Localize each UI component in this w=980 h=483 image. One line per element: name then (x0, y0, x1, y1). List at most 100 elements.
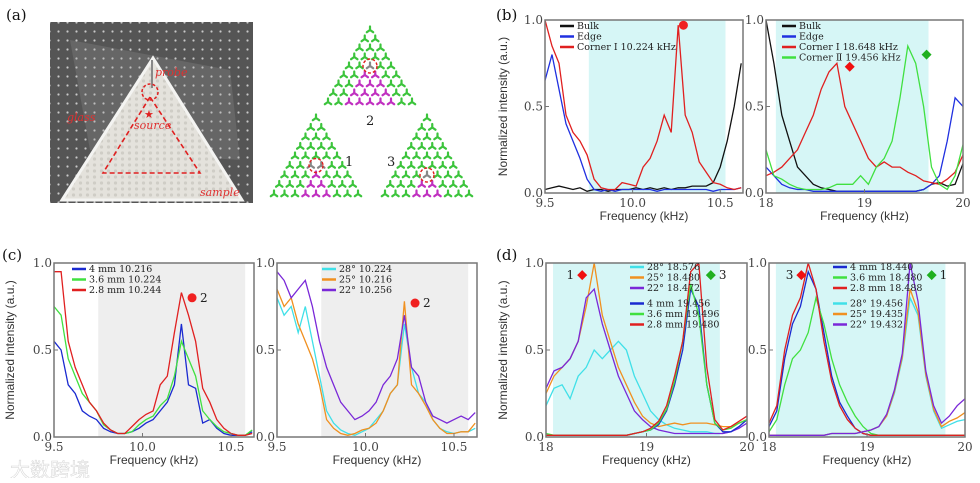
x-tick-label: 10.5 (441, 440, 468, 454)
tripod-icon (370, 70, 380, 79)
legend-entry: 22° 19.432 (833, 320, 903, 331)
tripod-icon (443, 151, 453, 160)
circle-marker-icon (678, 20, 688, 30)
bandgap-shade (775, 20, 929, 193)
tripod-icon (339, 70, 349, 79)
chart-c-right: 0.0 0.5 1.0 9.5 10.0 10.5 Frequency (kHz) 28° 1… (256, 256, 478, 467)
legend-label: 25° 10.216 (339, 275, 392, 286)
y-tick-label: 1.0 (524, 13, 543, 27)
tripod-icon (316, 122, 326, 131)
x-axis-label: Frequency (kHz) (110, 453, 199, 467)
tripod-icon (360, 52, 370, 61)
tripod-icon (433, 151, 442, 160)
tripod-icon (433, 189, 442, 198)
label-glass: glass (67, 111, 96, 124)
legend-entry: 22° 18.472 (630, 283, 700, 294)
tripod-icon (316, 141, 326, 150)
x-axis-label: Frequency (kHz) (820, 209, 909, 223)
series-line-5 (769, 263, 965, 436)
label-probe: probe (155, 66, 188, 79)
legend-entry: Bulk (782, 21, 821, 32)
legend-entry: 2.8 mm 10.244 (72, 285, 161, 296)
legend-label: 22° 19.432 (850, 320, 903, 331)
corner-highlight-circle (308, 157, 324, 174)
tripod-icon (349, 70, 359, 79)
x-tick-label: 9.5 (44, 440, 63, 454)
tripod-icon (391, 170, 400, 179)
y-tick-label: 0.0 (745, 186, 764, 200)
circle-marker-icon (187, 293, 197, 303)
chart-d-left: 0.0 0.5 1.0 18 19 20 Frequency (kHz) Normalized… (496, 256, 755, 467)
tripod-icon (365, 43, 375, 52)
tripod-icon (448, 160, 458, 169)
y-tick-label: 1.0 (256, 256, 275, 270)
tripod-icon (306, 122, 316, 131)
tripod-icon (301, 189, 310, 198)
tripod-icon (401, 151, 411, 160)
legend-entry: 25° 10.216 (322, 275, 392, 286)
tripod-icon (391, 88, 401, 97)
tripod-icon (422, 151, 432, 160)
tripod-icon (433, 132, 442, 141)
y-tick-label: 1.0 (33, 256, 52, 270)
tripod-icon (396, 160, 406, 169)
tripod-icon (322, 132, 331, 141)
tripod-icon (328, 88, 338, 97)
legend-label: 2.8 mm 10.244 (89, 285, 161, 296)
legend-entry: Corner Ⅱ 19.456 kHz (782, 53, 901, 64)
tripod-icon (365, 97, 375, 106)
series-line-1 (545, 54, 742, 192)
diamond-marker-icon (796, 270, 807, 281)
tripod-icon (412, 170, 421, 179)
tripod-icon (391, 70, 401, 79)
x-tick-label: 18 (758, 196, 773, 210)
tripod-icon (316, 179, 326, 188)
diagram-label-1: 1 (345, 155, 353, 170)
tripod-icon (365, 61, 375, 70)
legend-entry: Corner Ⅰ 10.224 kHz (560, 42, 676, 53)
tripod-icon (433, 170, 442, 179)
legend-label: 3.6 mm 19.496 (647, 309, 719, 320)
x-tick-label: 9.5 (267, 440, 286, 454)
tripod-icon (355, 43, 364, 52)
sample-triangle (59, 55, 245, 202)
x-tick-label: 18 (761, 440, 776, 454)
x-tick-label: 19 (857, 196, 872, 210)
tripod-icon (301, 132, 310, 141)
tripod-icon (343, 170, 352, 179)
tripod-icon (306, 141, 316, 150)
tripod-icon (454, 170, 463, 179)
series-line-0 (54, 323, 253, 436)
tripod-icon (334, 79, 343, 88)
tripod-icon (285, 179, 295, 188)
diamond-marker-icon (844, 61, 855, 72)
tripod-icon (322, 170, 331, 179)
tripod-icon (422, 189, 432, 198)
tripod-icon (306, 179, 316, 188)
tripod-icon (380, 189, 390, 198)
bandgap-shade (588, 20, 726, 193)
legend-label: 25° 19.435 (850, 309, 903, 320)
tripod-icon (360, 88, 370, 97)
tripod-icon (443, 189, 453, 198)
legend-label: 22° 10.256 (339, 285, 392, 296)
tripod-icon (295, 179, 305, 188)
tripod-icon (438, 179, 448, 188)
tripod-icon (448, 179, 458, 188)
legend-label: Corner Ⅱ 19.456 kHz (799, 53, 901, 64)
y-tick-label: 0.5 (525, 343, 544, 357)
legend-entry: 3.6 mm 19.496 (630, 309, 719, 320)
legend-label: 28° 19.456 (850, 299, 903, 310)
tripod-icon (459, 179, 469, 188)
tripod-icon (406, 141, 416, 150)
x-tick-label: 9.5 (535, 196, 554, 210)
legend-entry: Edge (782, 32, 824, 43)
tripod-icon (376, 43, 385, 52)
tripod-icon (406, 179, 416, 188)
circle-marker-icon (410, 298, 420, 308)
tripod-icon (311, 113, 321, 122)
y-tick-label: 0.5 (745, 100, 764, 114)
legend-label: 3.6 mm 18.480 (850, 273, 922, 284)
dashed-boundary (101, 95, 202, 174)
tripod-icon (417, 179, 427, 188)
